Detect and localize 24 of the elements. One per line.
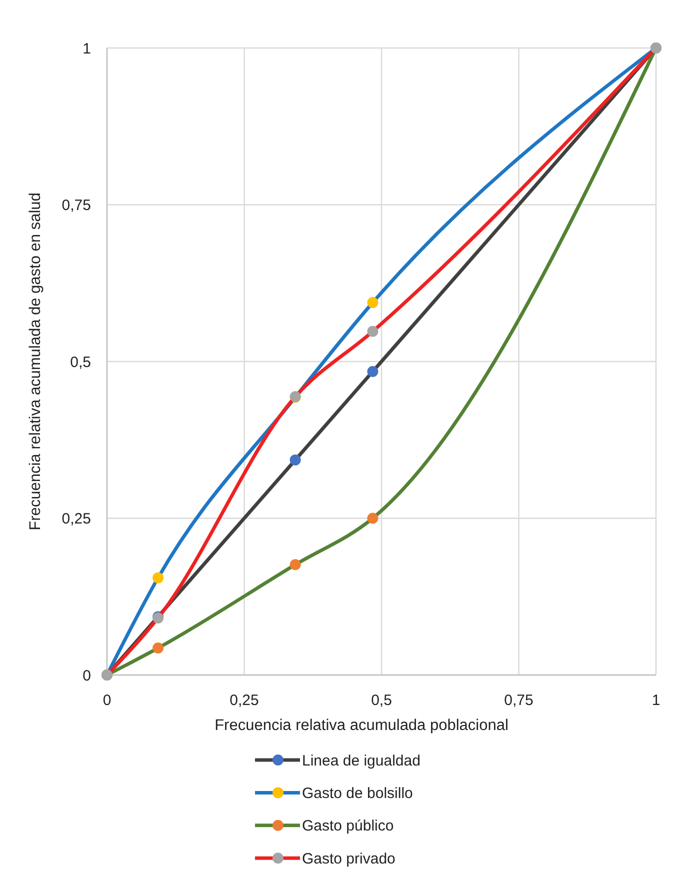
point bbox=[290, 559, 301, 570]
y-tick-label: 0,5 bbox=[70, 354, 91, 371]
y-tick-label: 0 bbox=[82, 667, 91, 684]
point bbox=[290, 454, 301, 466]
x-tick-label: 0,75 bbox=[504, 692, 534, 709]
legend-label: Gasto público bbox=[302, 818, 394, 835]
x-tick-label: 0,5 bbox=[371, 692, 392, 709]
legend-label: Linea de igualdad bbox=[302, 752, 420, 770]
y-axis-title: Frecuencia relativa acumulada de gasto en salud bbox=[27, 192, 44, 530]
point bbox=[367, 512, 378, 524]
legend-label: Gasto privado bbox=[302, 850, 396, 868]
point bbox=[367, 366, 378, 378]
x-tick-label: 0 bbox=[102, 692, 112, 709]
legend-label: Gasto de bolsillo bbox=[302, 784, 413, 802]
y-tick-label: 1 bbox=[82, 40, 91, 58]
point bbox=[152, 642, 164, 654]
point bbox=[152, 572, 164, 584]
point bbox=[367, 326, 378, 337]
y-tick-label: 0,75 bbox=[62, 197, 91, 214]
x-tick-label: 1 bbox=[652, 692, 660, 709]
x-tick-label: 0,25 bbox=[230, 692, 259, 709]
x-axis-title: Frecuencia relativa acumulada poblacional bbox=[214, 717, 508, 734]
point bbox=[367, 297, 378, 308]
y-tick-label: 0,25 bbox=[62, 510, 91, 528]
